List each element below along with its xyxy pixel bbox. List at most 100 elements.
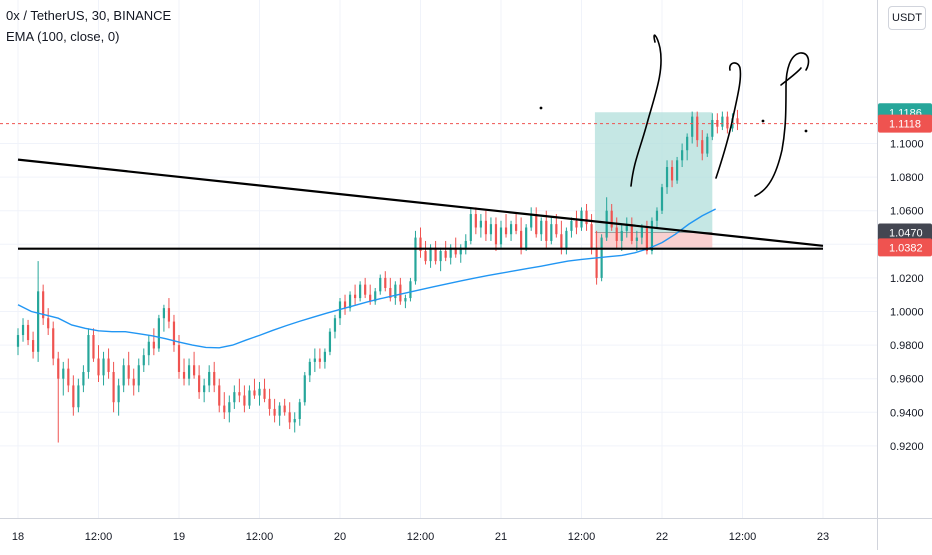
candle-body	[525, 227, 528, 248]
indicator-legend: EMA (100, close, 0)	[6, 29, 120, 44]
candle-body	[585, 210, 588, 225]
candle-body	[273, 408, 276, 416]
candle	[570, 217, 573, 238]
candle	[253, 378, 256, 399]
candle	[530, 207, 533, 231]
candle	[575, 210, 578, 235]
candle	[273, 398, 276, 423]
candle-body	[318, 358, 321, 362]
candle-body	[540, 220, 543, 235]
candle-body	[278, 405, 281, 416]
candle-body	[716, 119, 719, 127]
hand-drawn-stroke	[754, 52, 810, 197]
candle-body	[670, 167, 674, 181]
candle-body	[21, 324, 25, 336]
candle	[550, 217, 553, 245]
candle-body	[701, 140, 704, 154]
candle	[263, 378, 266, 403]
candle-body	[520, 230, 523, 248]
candle	[721, 111, 724, 131]
candle-body	[494, 224, 498, 245]
candle	[57, 351, 60, 443]
candle-body	[434, 247, 437, 262]
candle	[203, 378, 206, 403]
candle-body	[484, 220, 488, 235]
candle	[67, 358, 70, 393]
candle	[87, 328, 90, 379]
candle-body	[681, 150, 684, 161]
candle-body	[72, 385, 75, 408]
x-tick-label: 19	[173, 531, 185, 543]
candle	[404, 294, 407, 309]
candle	[303, 371, 306, 406]
candle-body	[620, 230, 623, 241]
candle	[167, 298, 171, 329]
candle	[343, 294, 347, 315]
candle	[665, 160, 669, 194]
candle-body	[343, 301, 347, 309]
candle-body	[479, 220, 482, 228]
candle-body	[686, 136, 689, 151]
candle	[21, 318, 25, 342]
y-tick-label: 1.0200	[890, 273, 924, 285]
candle-body	[167, 308, 171, 322]
x-tick-label: 21	[495, 531, 507, 543]
candle-body	[102, 358, 105, 376]
candle-body	[464, 240, 467, 248]
candle	[258, 382, 261, 406]
candle-body	[208, 371, 211, 386]
candle-body	[550, 224, 553, 241]
candle	[655, 207, 659, 228]
candle-body	[172, 321, 176, 346]
price-label-text: 1.1118	[889, 119, 921, 131]
candle	[696, 111, 699, 147]
candle-body	[590, 224, 593, 248]
candle-body	[570, 220, 573, 231]
candle-body	[132, 378, 135, 386]
candle-body	[429, 247, 432, 262]
price-label-box	[878, 114, 932, 133]
candle-body	[419, 237, 422, 252]
x-tick-label: 20	[334, 531, 346, 543]
candle-body	[182, 371, 186, 379]
currency-button[interactable]: USDT	[888, 6, 926, 30]
candle	[469, 207, 472, 245]
hand-drawn-dot	[804, 129, 808, 133]
candle	[62, 361, 65, 396]
candle	[147, 335, 150, 366]
x-tick-label: 23	[817, 531, 829, 543]
x-tick-label: 12:00	[568, 531, 596, 543]
candle	[374, 287, 377, 305]
candle	[711, 113, 714, 141]
candle-body	[142, 355, 145, 366]
candle	[424, 240, 427, 265]
candle	[525, 224, 528, 252]
candle	[444, 240, 447, 262]
stop-zone	[594, 232, 713, 248]
candle	[213, 361, 216, 393]
candle	[449, 244, 452, 265]
price-label-text: 1.0470	[889, 228, 923, 240]
candle	[484, 210, 488, 241]
candle-body	[87, 335, 90, 372]
candle	[117, 378, 120, 416]
candle-body	[348, 294, 352, 309]
candle	[187, 358, 191, 386]
candle-body	[67, 368, 70, 386]
candle	[726, 111, 729, 134]
candle-body	[369, 294, 372, 302]
candle-body	[263, 388, 266, 399]
candle	[489, 217, 493, 241]
symbol-title: 0x / TetherUS, 30, BINANCE	[6, 8, 172, 23]
candle	[681, 143, 684, 168]
hand-drawn-dot	[761, 119, 765, 123]
candle	[192, 351, 196, 379]
candle	[142, 348, 145, 372]
candle-body	[575, 220, 578, 228]
candle	[52, 321, 55, 366]
candle	[328, 328, 332, 356]
candle	[228, 395, 231, 423]
candle-body	[203, 385, 206, 393]
candle	[479, 214, 482, 238]
